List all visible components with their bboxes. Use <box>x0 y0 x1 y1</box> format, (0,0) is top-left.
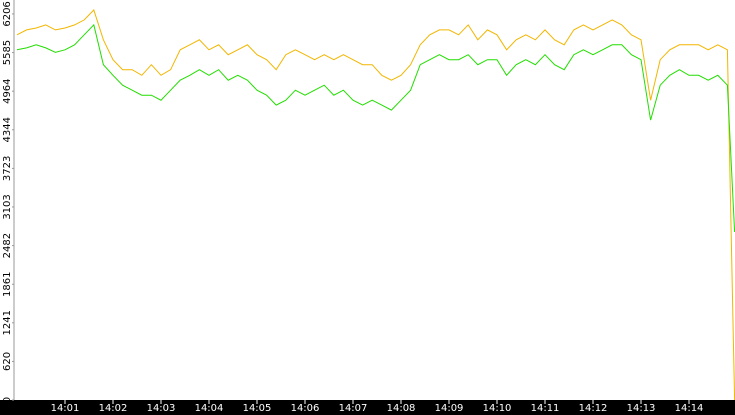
x-axis-band <box>0 400 735 415</box>
y-tick-label: 0 <box>2 397 13 403</box>
x-tick-label: 14:08 <box>387 403 416 414</box>
x-tick-label: 14:10 <box>483 403 512 414</box>
x-tick-label: 14:09 <box>435 403 464 414</box>
y-tick-label: 4344 <box>2 117 13 142</box>
x-tick-label: 14:06 <box>291 403 320 414</box>
x-tick-label: 14:02 <box>99 403 128 414</box>
x-tick-label: 14:04 <box>195 403 224 414</box>
y-tick-label: 1861 <box>2 272 13 297</box>
x-tick-label: 14:07 <box>339 403 368 414</box>
x-tick-label: 14:03 <box>147 403 176 414</box>
x-tick-label: 14:05 <box>243 403 272 414</box>
y-tick-label: 5585 <box>2 40 13 65</box>
x-tick-label: 14:12 <box>579 403 608 414</box>
y-tick-label: 6206 <box>2 1 13 26</box>
x-tick-label: 14:13 <box>627 403 656 414</box>
y-tick-label: 3723 <box>2 156 13 181</box>
x-tick-label: 14:11 <box>531 403 560 414</box>
x-tick-label: 14:01 <box>51 403 80 414</box>
y-tick-label: 4964 <box>2 78 13 103</box>
series-line <box>16 9 735 401</box>
y-tick-label: 3103 <box>2 194 13 219</box>
y-tick-label: 2482 <box>2 233 13 258</box>
series-line <box>16 23 735 233</box>
y-tick-label: 620 <box>2 352 13 371</box>
y-tick-label: 1241 <box>2 310 13 335</box>
x-tick-label: 14:14 <box>675 403 704 414</box>
